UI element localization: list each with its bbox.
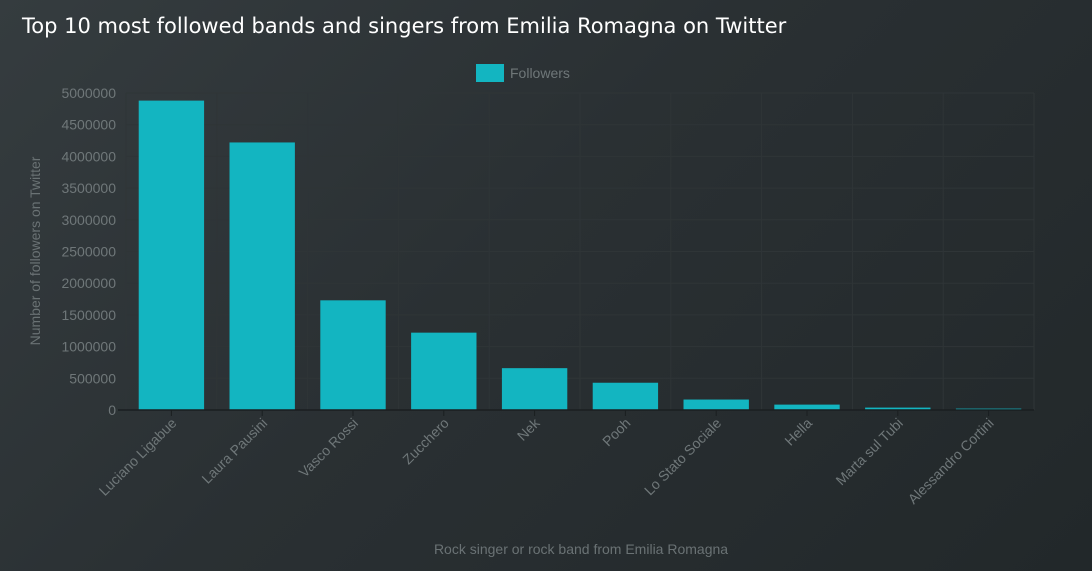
bar[interactable] bbox=[865, 407, 931, 410]
x-tick-label: Lo Stato Sociale bbox=[641, 415, 725, 499]
x-axis-ticks: Luciano Ligabue Laura Pausini Vasco Rossi Z… bbox=[96, 410, 997, 507]
x-tick-label: Hella bbox=[781, 415, 815, 449]
y-tick-label: 1500000 bbox=[61, 307, 116, 323]
x-tick-label: Marta sul Tubi bbox=[832, 415, 905, 488]
bar[interactable] bbox=[501, 368, 568, 410]
x-axis-title: Rock singer or rock band from Emilia Rom… bbox=[434, 541, 728, 557]
legend-label-followers: Followers bbox=[510, 65, 570, 81]
y-tick-label: 4500000 bbox=[61, 117, 116, 133]
x-tick-label: Vasco Rossi bbox=[296, 415, 362, 481]
x-tick-label: Alessandro Cortini bbox=[905, 415, 997, 507]
y-tick-label: 5000000 bbox=[61, 85, 116, 101]
y-tick-label: 1000000 bbox=[61, 339, 116, 355]
y-tick-label: 500000 bbox=[69, 370, 116, 386]
y-tick-label: 0 bbox=[108, 402, 116, 418]
chart-title: Top 10 most followed bands and singers f… bbox=[22, 14, 787, 38]
x-tick-label: Laura Pausini bbox=[198, 415, 270, 487]
legend[interactable]: Followers bbox=[476, 64, 570, 82]
x-tick-label: Nek bbox=[514, 414, 544, 444]
legend-swatch-followers bbox=[476, 64, 504, 82]
x-tick-label: Pooh bbox=[599, 415, 633, 449]
x-tick-label: Luciano Ligabue bbox=[96, 415, 180, 499]
x-tick-label: Zucchero bbox=[399, 415, 452, 468]
y-tick-label: 2500000 bbox=[61, 244, 116, 260]
y-axis-ticks: 0 500000 1000000 1500000 2000000 2500000 30000… bbox=[61, 85, 116, 418]
bar[interactable] bbox=[411, 332, 477, 410]
bar[interactable] bbox=[774, 404, 840, 410]
bars bbox=[138, 100, 1022, 410]
bar[interactable] bbox=[683, 399, 749, 410]
y-tick-label: 4000000 bbox=[61, 148, 116, 164]
y-tick-label: 3500000 bbox=[61, 180, 116, 196]
bar[interactable] bbox=[229, 142, 295, 410]
bar[interactable] bbox=[592, 382, 659, 410]
y-tick-label: 2000000 bbox=[61, 275, 116, 291]
bar[interactable] bbox=[138, 100, 205, 410]
y-tick-label: 3000000 bbox=[61, 212, 116, 228]
y-axis-title: Number of followers on Twitter bbox=[27, 156, 43, 345]
bar[interactable] bbox=[320, 300, 386, 410]
